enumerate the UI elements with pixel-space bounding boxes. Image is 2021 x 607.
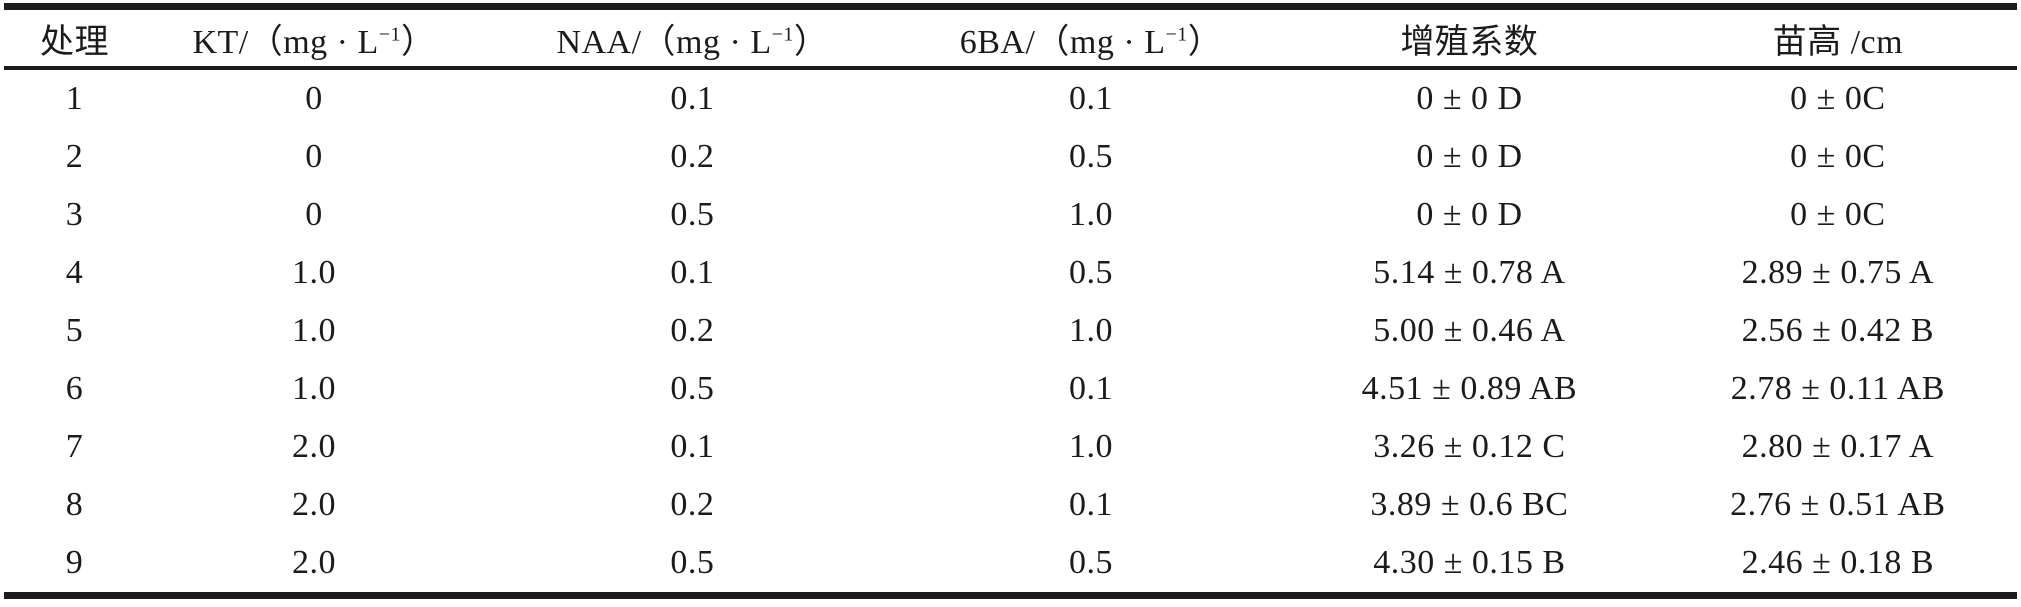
table-cell: 0 ± 0C bbox=[1790, 80, 1886, 117]
header-text: ） bbox=[1187, 23, 1223, 61]
table-cell: 3.26 ± 0.12 C bbox=[1373, 428, 1566, 465]
header-text: KT/（mg · L bbox=[192, 23, 379, 61]
table-cell: 5.00 ± 0.46 A bbox=[1373, 312, 1566, 349]
column-header-proliferation-coefficient: 增殖系数 bbox=[1280, 3, 1659, 70]
table-cell: 1.0 bbox=[1069, 428, 1113, 465]
table-cell: 0.2 bbox=[670, 486, 715, 523]
table-cell: 2.76 ± 0.51 AB bbox=[1730, 486, 1946, 523]
header-text: 处理 bbox=[39, 23, 109, 61]
table-body: 1 0 0.1 0.1 0 ± 0 D 0 ± 0C 2 0 0.2 0.5 0… bbox=[4, 68, 2017, 599]
table-cell: 0 ± 0 D bbox=[1416, 196, 1523, 233]
header-text: ） bbox=[401, 23, 436, 61]
table-cell: 0.2 bbox=[670, 138, 715, 175]
header-text: 6BA/（mg · L bbox=[959, 23, 1166, 61]
table-cell: 0.5 bbox=[1069, 138, 1113, 175]
results-table: 处理 KT/（mg · L−1） NAA/（mg · L−1） 6BA/（mg … bbox=[4, 3, 2017, 599]
table-cell: 6 bbox=[65, 370, 84, 407]
table-cell: 0 bbox=[305, 80, 323, 117]
table-cell: 5.14 ± 0.78 A bbox=[1373, 254, 1566, 291]
table-row: 2 0 0.2 0.5 0 ± 0 D 0 ± 0C bbox=[4, 128, 2017, 186]
table-cell: 4 bbox=[65, 254, 84, 291]
table-cell: 2 bbox=[65, 138, 84, 175]
table-cell: 0.1 bbox=[1069, 370, 1113, 407]
table-cell: 0.2 bbox=[670, 312, 715, 349]
table-cell: 1.0 bbox=[1069, 196, 1113, 233]
column-header-kt: KT/（mg · L−1） bbox=[144, 3, 484, 70]
table-cell: 7 bbox=[65, 428, 84, 465]
column-header-treatment: 处理 bbox=[4, 3, 145, 70]
table-cell: 2.46 ± 0.18 B bbox=[1658, 534, 2017, 599]
table-cell: 0.5 bbox=[670, 370, 715, 407]
column-header-naa: NAA/（mg · L−1） bbox=[483, 3, 902, 70]
header-text: 苗高 /cm bbox=[1772, 23, 1904, 61]
table-cell: 0.5 bbox=[670, 196, 715, 233]
table-cell: 0 bbox=[305, 138, 323, 175]
table-cell: 0.5 bbox=[1069, 254, 1113, 291]
header-unit-superscript: −1 bbox=[1165, 23, 1188, 46]
table-cell: 2.56 ± 0.42 B bbox=[1741, 312, 1934, 349]
table-cell: 2.89 ± 0.75 A bbox=[1741, 254, 1934, 291]
table-cell: 0 ± 0 D bbox=[1416, 80, 1523, 117]
header-row: 处理 KT/（mg · L−1） NAA/（mg · L−1） 6BA/（mg … bbox=[4, 3, 2017, 70]
table-row: 6 1.0 0.5 0.1 4.51 ± 0.89 AB 2.78 ± 0.11… bbox=[4, 360, 2017, 418]
table-cell: 2.80 ± 0.17 A bbox=[1741, 428, 1934, 465]
table-cell: 3.89 ± 0.6 BC bbox=[1370, 486, 1569, 523]
table-cell: 4.51 ± 0.89 AB bbox=[1361, 370, 1578, 407]
table-cell: 0.1 bbox=[1069, 80, 1113, 117]
column-header-6ba: 6BA/（mg · L−1） bbox=[901, 3, 1281, 70]
header-text: 增殖系数 bbox=[1400, 23, 1539, 61]
table-cell: 1.0 bbox=[291, 370, 336, 407]
table-header: 处理 KT/（mg · L−1） NAA/（mg · L−1） 6BA/（mg … bbox=[4, 3, 2017, 70]
table-cell: 0.1 bbox=[670, 428, 715, 465]
table-cell: 2.78 ± 0.11 AB bbox=[1730, 370, 1945, 407]
column-header-seedling-height: 苗高 /cm bbox=[1658, 3, 2017, 70]
table-cell: 0.1 bbox=[670, 254, 715, 291]
table-cell: 0.1 bbox=[670, 80, 715, 117]
table-row: 7 2.0 0.1 1.0 3.26 ± 0.12 C 2.80 ± 0.17 … bbox=[4, 418, 2017, 476]
table-row: 9 2.0 0.5 0.5 4.30 ± 0.15 B 2.46 ± 0.18 … bbox=[4, 534, 2017, 599]
table-cell: 2.0 bbox=[291, 486, 336, 523]
table-cell: 2.0 bbox=[144, 534, 484, 599]
table-row: 4 1.0 0.1 0.5 5.14 ± 0.78 A 2.89 ± 0.75 … bbox=[4, 244, 2017, 302]
table-cell: 5 bbox=[65, 312, 84, 349]
table-row: 3 0 0.5 1.0 0 ± 0 D 0 ± 0C bbox=[4, 186, 2017, 244]
table-row: 5 1.0 0.2 1.0 5.00 ± 0.46 A 2.56 ± 0.42 … bbox=[4, 302, 2017, 360]
table-cell: 1.0 bbox=[1069, 312, 1113, 349]
table-cell: 0 ± 0C bbox=[1790, 138, 1886, 175]
table-cell: 9 bbox=[4, 534, 145, 599]
table-cell: 0.5 bbox=[901, 534, 1281, 599]
header-text: NAA/（mg · L bbox=[556, 23, 772, 61]
table-cell: 1.0 bbox=[291, 312, 336, 349]
table-cell: 0.1 bbox=[1069, 486, 1113, 523]
table-row: 1 0 0.1 0.1 0 ± 0 D 0 ± 0C bbox=[4, 68, 2017, 128]
table-cell: 2.0 bbox=[291, 428, 336, 465]
table-cell: 4.30 ± 0.15 B bbox=[1280, 534, 1659, 599]
table-cell: 8 bbox=[65, 486, 84, 523]
table-row: 8 2.0 0.2 0.1 3.89 ± 0.6 BC 2.76 ± 0.51 … bbox=[4, 476, 2017, 534]
table-cell: 3 bbox=[65, 196, 84, 233]
table-cell: 1 bbox=[65, 80, 84, 117]
table-cell: 0.5 bbox=[483, 534, 902, 599]
table-cell: 0 bbox=[305, 196, 323, 233]
table-cell: 1.0 bbox=[291, 254, 336, 291]
header-unit-superscript: −1 bbox=[378, 23, 402, 46]
table-cell: 0 ± 0 D bbox=[1416, 138, 1523, 175]
table-cell: 0 ± 0C bbox=[1790, 196, 1886, 233]
header-text: ） bbox=[793, 23, 829, 61]
header-unit-superscript: −1 bbox=[771, 23, 794, 46]
